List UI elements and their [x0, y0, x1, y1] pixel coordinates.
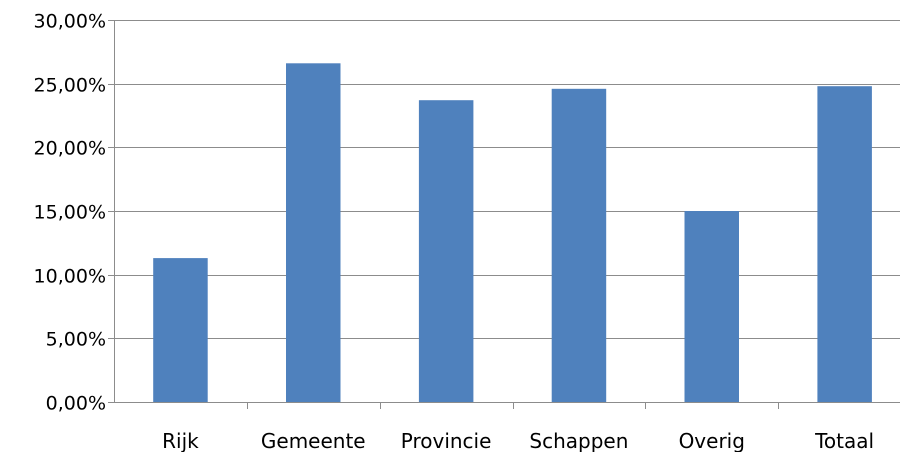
bar-provincie	[418, 100, 474, 402]
x-category-label: Rijk	[162, 429, 199, 452]
y-tick-label: 20,00%	[34, 138, 106, 160]
y-tick-label: 5,00%	[46, 329, 106, 351]
x-category-labels: Rijk Gemeente Provincie Schappen Overig Totaa…	[162, 429, 874, 452]
bar-overig	[684, 211, 739, 402]
x-category-label: Provincie	[401, 429, 492, 452]
x-category-label: Totaal	[814, 429, 874, 452]
gridlines	[114, 20, 900, 339]
y-tick-label: 30,00%	[34, 11, 106, 33]
bars	[153, 63, 872, 403]
bar-totaal	[817, 86, 872, 402]
bar-rijk	[153, 258, 208, 402]
y-tick-labels: 0,00% 5,00% 10,00% 15,00% 20,00% 25,00% 30,00%	[34, 11, 106, 415]
y-tick-label: 10,00%	[34, 266, 106, 288]
axes	[108, 20, 900, 409]
y-tick-label: 25,00%	[34, 75, 106, 97]
bar-schappen	[551, 88, 607, 403]
y-tick-label: 0,00%	[46, 393, 106, 415]
x-category-label: Gemeente	[261, 429, 366, 452]
y-tick-label: 15,00%	[34, 202, 106, 224]
bar-gemeente	[286, 63, 341, 403]
x-category-label: Schappen	[529, 429, 628, 452]
x-category-label: Overig	[679, 429, 745, 452]
